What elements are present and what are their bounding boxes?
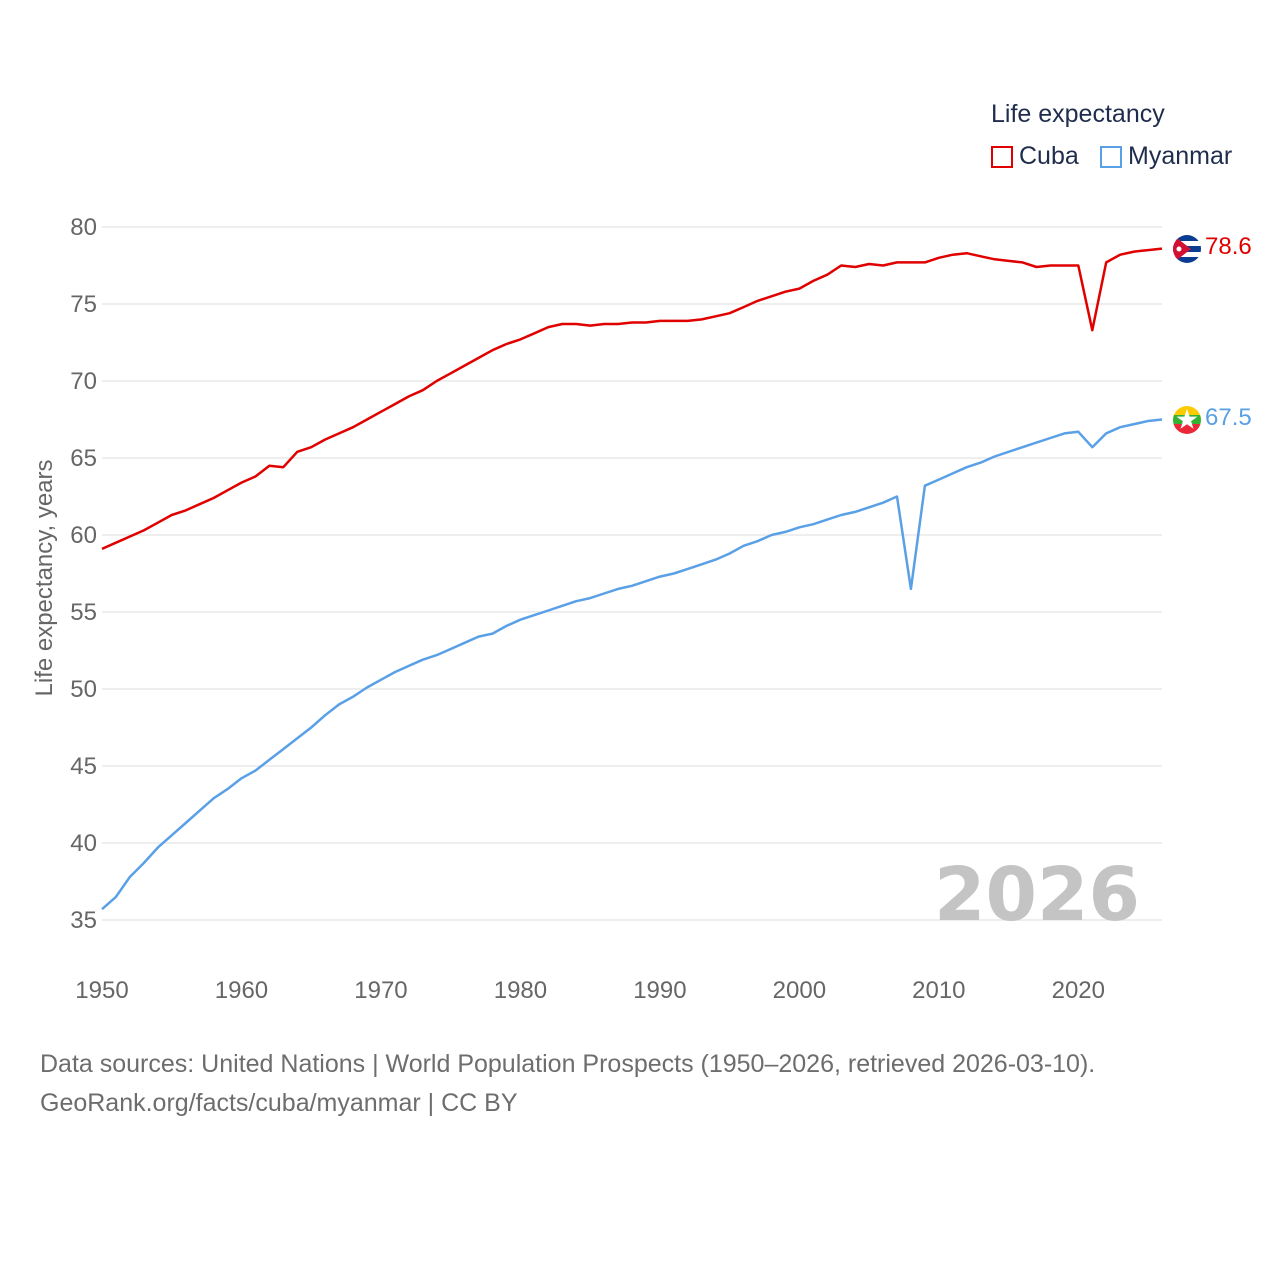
legend-swatch-myanmar (1100, 145, 1122, 168)
legend-label-cuba: Cuba (1019, 142, 1079, 170)
cuba-end-value: 78.6 (1205, 233, 1252, 260)
y-tick-label: 60 (70, 522, 97, 549)
x-tick-label: 2010 (912, 977, 965, 1004)
y-axis-label: Life expectancy, years (31, 459, 58, 696)
data-sources: Data sources: United Nations | World Pop… (40, 1045, 1095, 1123)
x-tick-label: 2020 (1052, 977, 1105, 1004)
legend-item-myanmar[interactable]: Myanmar (1100, 142, 1232, 171)
cuba-flag-icon (1173, 235, 1201, 263)
sources-link[interactable]: GeoRank.org/facts/cuba/myanmar | CC BY (40, 1089, 518, 1117)
x-tick-label: 1990 (633, 977, 686, 1004)
y-tick-label: 55 (70, 599, 97, 626)
y-tick-label: 45 (70, 753, 97, 780)
y-tick-label: 40 (70, 830, 97, 857)
y-tick-label: 75 (70, 291, 97, 318)
y-tick-label: 70 (70, 368, 97, 395)
myanmar-end-value: 67.5 (1205, 404, 1252, 431)
sources-line-1: Data sources: United Nations | World Pop… (40, 1050, 1096, 1078)
legend-label-myanmar: Myanmar (1128, 142, 1233, 170)
legend-item-cuba[interactable]: Cuba (991, 142, 1079, 171)
x-tick-label: 1970 (354, 977, 407, 1004)
y-tick-label: 35 (70, 907, 97, 934)
legend-swatch-cuba (991, 145, 1013, 168)
x-tick-label: 1960 (215, 977, 268, 1004)
y-tick-label: 80 (70, 214, 97, 241)
year-annotation: 2026 (934, 852, 1140, 938)
y-tick-label: 50 (70, 676, 97, 703)
myanmar-flag-icon (1173, 406, 1201, 434)
legend-title: Life expectancy (991, 100, 1165, 128)
y-tick-label: 65 (70, 445, 97, 472)
x-tick-label: 2000 (773, 977, 826, 1004)
x-tick-label: 1950 (75, 977, 128, 1004)
x-tick-label: 1980 (494, 977, 547, 1004)
series-line-myanmar[interactable] (101, 418, 1163, 911)
series-line-cuba[interactable] (101, 247, 1163, 551)
